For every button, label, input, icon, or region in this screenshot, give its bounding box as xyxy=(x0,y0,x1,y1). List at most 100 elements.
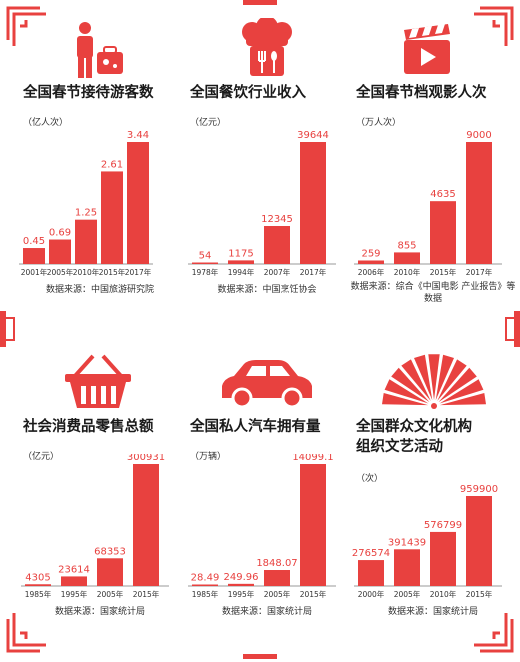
x-tick-label: 1985年 xyxy=(192,589,219,599)
data-label: 4635 xyxy=(430,189,455,200)
fan-rib xyxy=(439,393,486,406)
data-label: 9000 xyxy=(466,130,491,141)
panel-unit: （亿人次） xyxy=(23,118,69,128)
data-label: 2.61 xyxy=(101,159,123,170)
bar xyxy=(192,584,218,586)
x-tick-label: 2010年 xyxy=(430,589,457,599)
fan-rib xyxy=(384,379,429,404)
data-source: 数据来源：综合《中国电影 产业报告》等数据 xyxy=(350,282,516,304)
cultural-activities-bar-chart: 276574 2000年 391439 2005年 576799 2010年 959900 2… xyxy=(352,484,502,599)
panel-unit: （万辆） xyxy=(190,452,227,462)
data-source: 数据来源：中国烹饪协会 xyxy=(217,285,317,295)
bar xyxy=(25,584,51,586)
tourists-panel: 全国春节接待游客数 （亿人次） 0.45 2001年 0.69 2005年 1.25 20… xyxy=(15,18,185,328)
fan-rib xyxy=(437,359,467,401)
panel-title: 全国餐饮行业收入 xyxy=(190,85,306,101)
cultural-activities-panel: 全国群众文化机构 组织文艺活动 （次） 276574 2000年 391439 200… xyxy=(348,352,518,662)
private-cars-panel: 全国私人汽车拥有量 （万辆） 28.49 1985年 249.96 1995年 1848… xyxy=(182,352,352,662)
x-tick-label: 1985年 xyxy=(25,589,52,599)
data-label: 300931 xyxy=(127,454,165,463)
fan-rib xyxy=(439,379,484,404)
data-label: 959900 xyxy=(460,484,498,495)
data-label: 855 xyxy=(397,240,416,251)
data-source: 数据来源：国家统计局 xyxy=(221,607,312,617)
x-tick-label: 1995年 xyxy=(61,589,88,599)
data-label: 3.44 xyxy=(127,130,149,141)
bar xyxy=(300,464,326,586)
fan-rib xyxy=(401,359,431,401)
bar xyxy=(97,558,123,586)
data-label: 28.49 xyxy=(191,573,220,584)
bar xyxy=(75,219,97,264)
bar xyxy=(61,576,87,586)
panel-title: 社会消费品零售总额 xyxy=(23,419,154,435)
data-label: 276574 xyxy=(352,548,390,559)
data-label: 259 xyxy=(361,248,380,259)
x-tick-label: 2010年 xyxy=(73,267,100,277)
bar xyxy=(192,262,218,264)
x-tick-label: 2006年 xyxy=(358,267,385,277)
movie-clapper-icon xyxy=(404,24,450,74)
bar xyxy=(300,142,326,264)
data-label: 4305 xyxy=(25,572,50,583)
panel-unit: （次） xyxy=(356,474,384,484)
catering-panel: 全国餐饮行业收入 （亿元） 54 1978年 1175 1994年 12345 2007年… xyxy=(182,18,352,328)
data-label: 39644 xyxy=(297,130,329,141)
x-tick-label: 2010年 xyxy=(394,267,421,277)
shopping-basket-icon xyxy=(65,354,131,408)
data-label: 68353 xyxy=(94,546,126,557)
x-tick-label: 2005年 xyxy=(394,589,421,599)
data-label: 1175 xyxy=(228,248,253,259)
x-tick-label: 1995年 xyxy=(228,589,255,599)
bar xyxy=(430,531,456,586)
data-label: 249.96 xyxy=(224,572,259,583)
data-label: 23614 xyxy=(58,564,90,575)
fan-rib xyxy=(391,367,430,403)
data-label: 12345 xyxy=(261,214,293,225)
panel-title: 全国群众文化机构 组织文艺活动 xyxy=(356,419,472,455)
moviegoers-panel: 全国春节档观影人次 （万人次） 259 2006年 855 2010年 4635 2015… xyxy=(348,18,518,328)
data-label: 14099.1 xyxy=(292,454,333,463)
x-tick-label: 2000年 xyxy=(358,589,385,599)
fan-rib xyxy=(414,354,433,401)
data-label: 54 xyxy=(199,251,212,262)
bar xyxy=(101,171,123,264)
x-tick-label: 2001年 xyxy=(21,267,48,277)
folding-fan-icon xyxy=(382,354,486,409)
data-label: 0.45 xyxy=(23,236,45,247)
x-tick-label: 2015年 xyxy=(133,589,160,599)
moviegoers-bar-chart: 259 2006年 855 2010年 4635 2015年 9000 2017年 xyxy=(354,130,502,277)
tourists-bar-chart: 0.45 2001年 0.69 2005年 1.25 2010年 2.61 2015年 3.44… xyxy=(19,130,153,277)
bar xyxy=(228,583,254,586)
retail-sales-panel: 社会消费品零售总额 （亿元） 4305 1985年 23614 1995年 68353 2… xyxy=(15,352,185,662)
x-tick-label: 1978年 xyxy=(192,267,219,277)
x-tick-label: 2005年 xyxy=(97,589,124,599)
bar xyxy=(394,252,420,264)
bar xyxy=(127,142,149,264)
x-tick-label: 1994年 xyxy=(228,267,255,277)
data-label: 391439 xyxy=(388,537,426,548)
x-tick-label: 2005年 xyxy=(47,267,74,277)
bar xyxy=(49,239,71,264)
data-source: 数据来源：中国旅游研究院 xyxy=(45,285,154,295)
panel-unit: （万人次） xyxy=(356,118,402,128)
panel-title: 全国私人汽车拥有量 xyxy=(190,419,321,435)
data-label: 1.25 xyxy=(75,208,97,219)
retail-sales-bar-chart: 4305 1985年 23614 1995年 68353 2005年 300931 2015年 xyxy=(21,454,169,599)
panel-unit: （亿元） xyxy=(23,452,60,462)
bar xyxy=(228,260,254,264)
panel-unit: （亿元） xyxy=(190,118,227,128)
x-tick-label: 2015年 xyxy=(466,589,493,599)
x-tick-label: 2005年 xyxy=(264,589,291,599)
bar xyxy=(430,201,456,264)
car-icon xyxy=(222,360,312,409)
data-source: 数据来源：国家统计局 xyxy=(387,607,478,617)
fan-rib xyxy=(438,367,477,403)
private-cars-bar-chart: 28.49 1985年 249.96 1995年 1848.07 2005年 14099.1… xyxy=(188,454,336,599)
fan-rib xyxy=(428,354,440,400)
catering-bar-chart: 54 1978年 1175 1994年 12345 2007年 39644 2017年 xyxy=(188,130,336,277)
data-label: 576799 xyxy=(424,520,462,531)
bar xyxy=(23,248,45,264)
chef-hat-utensils-icon xyxy=(242,18,292,76)
